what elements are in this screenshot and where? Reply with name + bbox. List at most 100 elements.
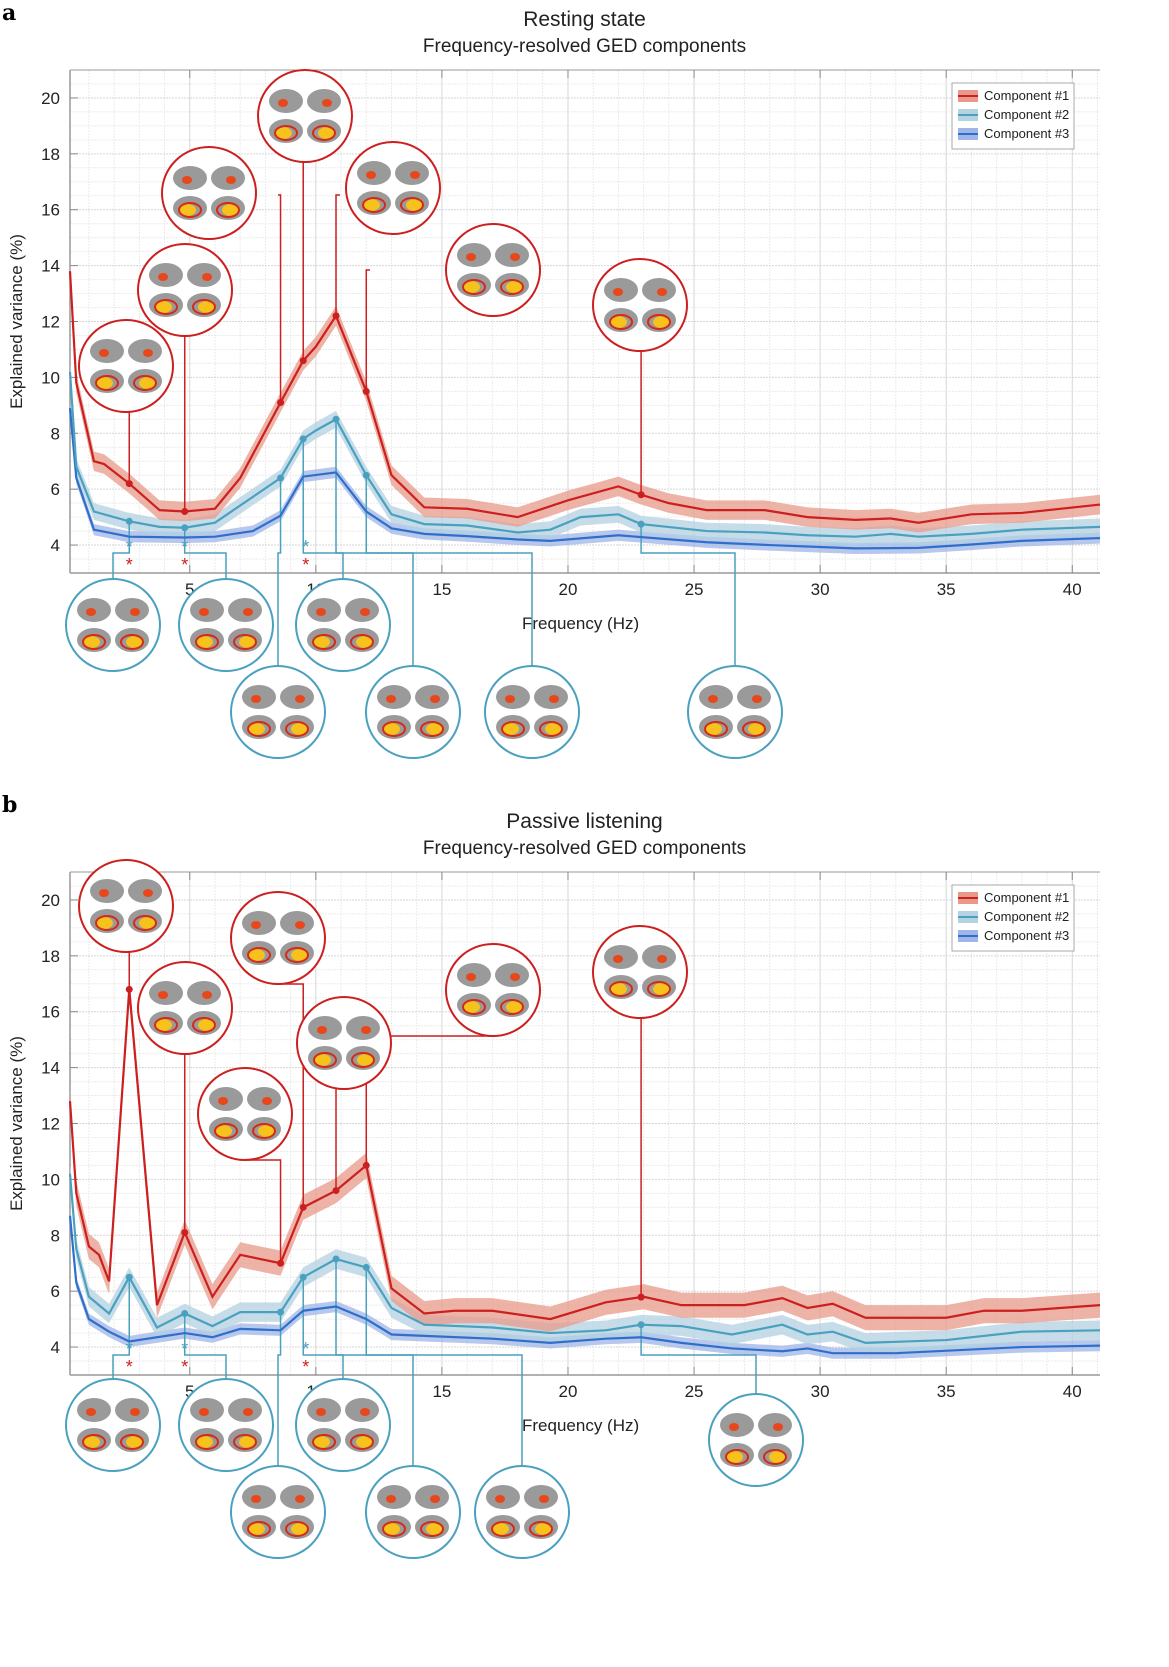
activation-blob — [239, 1436, 257, 1448]
activation-edge — [216, 202, 240, 218]
marker-component-1 — [637, 491, 645, 499]
bubble-outline — [295, 578, 391, 672]
activation-blob — [501, 723, 519, 735]
activation-edge — [133, 375, 157, 391]
x-tick-label: 35 — [937, 1382, 956, 1401]
activation-blob — [769, 1451, 787, 1463]
connector-line — [277, 1312, 282, 1472]
y-tick-label: 12 — [41, 313, 60, 332]
connector-line — [302, 1277, 344, 1385]
bubble-outline — [445, 943, 541, 1037]
activation-edge — [178, 202, 202, 218]
brain-map-bubble-component-2 — [474, 1465, 570, 1559]
activation-blob — [247, 949, 265, 961]
marker-component-1 — [637, 1293, 645, 1301]
activation-edge — [247, 721, 271, 737]
activation-blob — [143, 349, 153, 357]
connector-line — [302, 438, 344, 585]
activation-blob — [158, 273, 168, 281]
y-axis-label: Explained variance (%) — [7, 234, 26, 409]
marker-component-2 — [299, 1273, 307, 1281]
activation-blob — [243, 1408, 253, 1416]
bubble-outline — [65, 578, 161, 672]
connector-line — [183, 527, 227, 585]
significance-star-red: * — [302, 555, 309, 575]
significance-star-blue: * — [302, 537, 309, 557]
activation-edge — [362, 197, 386, 213]
activation-blob — [657, 955, 667, 963]
brain-map-bubble-component-1 — [345, 141, 441, 235]
connector-line — [245, 1159, 282, 1264]
activation-edge — [312, 1434, 336, 1450]
brain-map-bubble-component-1 — [257, 69, 353, 163]
bubble-outline — [295, 1378, 391, 1472]
bubble-outline — [137, 243, 233, 337]
brain-map-bubble-component-1 — [78, 319, 174, 413]
activation-blob — [199, 608, 209, 616]
activation-edge — [120, 1434, 144, 1450]
brain-map-bubble-component-1 — [161, 146, 257, 240]
activation-edge — [274, 125, 298, 141]
bubble-outline — [178, 1378, 274, 1472]
y-tick-label: 6 — [51, 1282, 60, 1301]
bubble-outline — [230, 1465, 326, 1559]
y-tick-label: 18 — [41, 145, 60, 164]
x-tick-label: 15 — [432, 1382, 451, 1401]
x-tick-label: 5 — [185, 580, 194, 599]
activation-blob — [613, 288, 623, 296]
activation-blob — [357, 1054, 375, 1066]
chart-subtitle: Frequency-resolved GED components — [422, 36, 747, 57]
bubble-outline — [592, 258, 688, 352]
activation-edge — [382, 1521, 406, 1537]
bubble-outline — [474, 1465, 570, 1559]
activation-edge — [95, 915, 119, 931]
connector-line — [365, 1267, 523, 1472]
significance-star-red: * — [126, 555, 133, 575]
activation-blob — [95, 377, 113, 389]
activation-blob — [495, 1495, 505, 1503]
activation-blob — [426, 1523, 444, 1535]
activation-blob — [386, 1495, 396, 1503]
activation-blob — [195, 1436, 213, 1448]
activation-blob — [406, 199, 424, 211]
y-axis-label: Explained variance (%) — [7, 1036, 26, 1211]
activation-edge — [420, 1521, 444, 1537]
brain-map-bubble-component-1 — [445, 223, 541, 317]
bubble-outline — [708, 1393, 804, 1487]
y-tick-label: 14 — [41, 257, 60, 276]
connector-line — [335, 194, 340, 316]
marker-component-1 — [125, 985, 133, 993]
activation-edge — [195, 634, 219, 650]
activation-blob — [295, 695, 305, 703]
significance-star-blue: * — [302, 1339, 309, 1359]
activation-edge — [192, 1017, 216, 1033]
x-tick-label: 30 — [811, 1382, 830, 1401]
y-tick-label: 12 — [41, 1115, 60, 1134]
activation-blob — [99, 349, 109, 357]
activation-blob — [195, 636, 213, 648]
brain-map-bubble-component-2 — [687, 665, 783, 759]
activation-edge — [382, 721, 406, 737]
brain-map-bubble-component-1 — [137, 961, 233, 1055]
marker-component-2 — [125, 517, 133, 525]
x-tick-label: 20 — [559, 580, 578, 599]
activation-blob — [154, 1019, 172, 1031]
marker-component-1 — [332, 1187, 340, 1195]
legend-label: Component #2 — [984, 107, 1069, 122]
activation-blob — [491, 1523, 509, 1535]
activation-blob — [126, 1436, 144, 1448]
bubble-outline — [345, 141, 441, 235]
line-component-3 — [68, 408, 1101, 550]
activation-edge — [313, 1052, 337, 1068]
line-component-1 — [68, 271, 1101, 524]
activation-blob — [226, 176, 236, 184]
marker-component-2 — [332, 1255, 340, 1263]
marker-component-1 — [181, 508, 189, 516]
activation-blob — [466, 973, 476, 981]
y-tick-label: 4 — [51, 1338, 60, 1357]
activation-blob — [312, 1436, 330, 1448]
activation-edge — [120, 634, 144, 650]
activation-edge — [500, 999, 524, 1015]
activation-blob — [247, 723, 265, 735]
activation-blob — [505, 695, 515, 703]
